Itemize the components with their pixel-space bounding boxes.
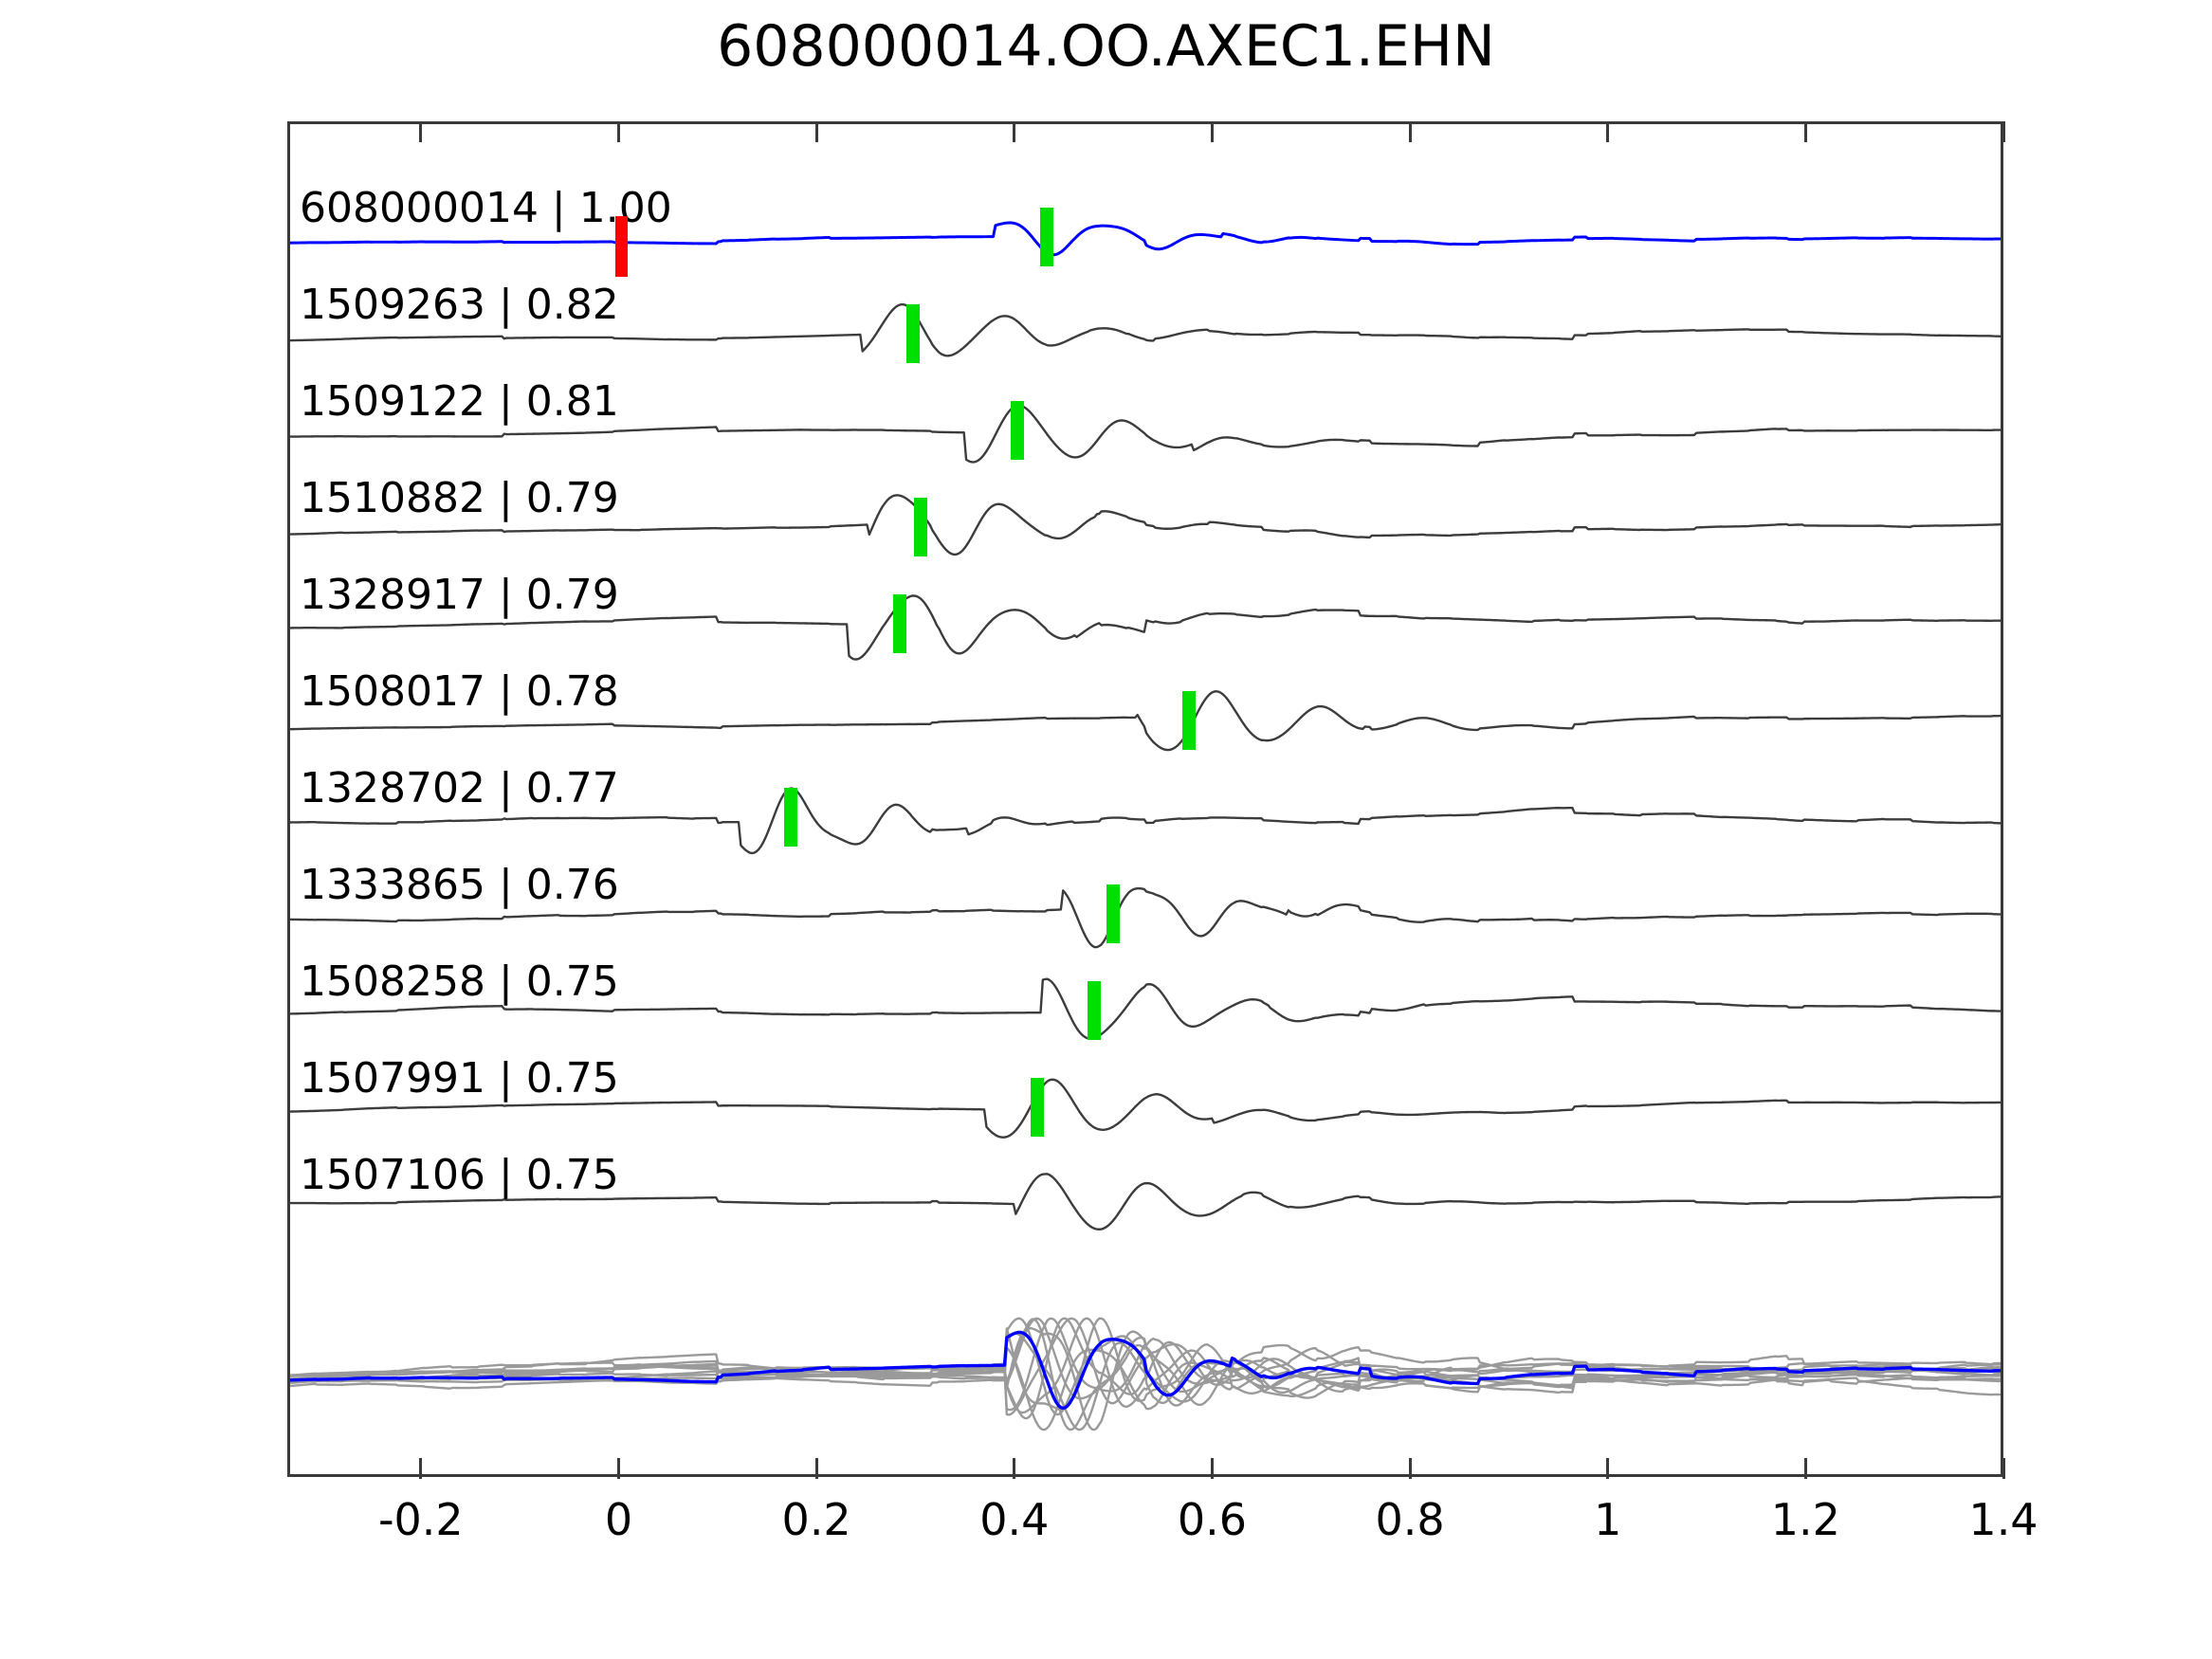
pick-marker-608000014 <box>1040 208 1054 266</box>
stack-trace-gray <box>290 1317 2001 1416</box>
trace-label-1510882: 1510882 | 0.79 <box>300 474 619 522</box>
x-tick-mark-top <box>1210 121 1214 142</box>
trace-label-1328917: 1328917 | 0.79 <box>300 571 619 619</box>
pick-marker-1510882 <box>913 498 927 556</box>
x-tick-mark <box>1606 1458 1610 1479</box>
stack-trace-gray <box>290 1346 2001 1431</box>
x-tick-label: 0.2 <box>781 1494 851 1545</box>
pick-marker-1333865 <box>1106 884 1120 943</box>
x-tick-mark <box>1803 1458 1807 1479</box>
x-tick-mark-top <box>419 121 423 142</box>
x-tick-mark <box>1408 1458 1412 1479</box>
x-tick-mark-top <box>1013 121 1016 142</box>
x-tick-mark <box>1013 1458 1016 1479</box>
trace-label-1507991: 1507991 | 0.75 <box>300 1054 619 1103</box>
x-tick-mark-top <box>1606 121 1610 142</box>
x-tick-mark <box>616 1458 620 1479</box>
waveform-trace <box>290 494 2001 556</box>
plot-area: 608000014 | 1.00 1509263 | 0.82 1509122 | … <box>287 121 2003 1477</box>
x-tick-label: 1 <box>1594 1494 1622 1545</box>
x-tick-label: 0.6 <box>1177 1494 1247 1545</box>
waveform-trace <box>290 302 2001 357</box>
x-tick-mark-top <box>1803 121 1807 142</box>
waveform-trace <box>290 690 2001 752</box>
trace-label-1508258: 1508258 | 0.75 <box>300 957 619 1006</box>
trace-label-1508017: 1508017 | 0.78 <box>300 667 619 716</box>
waveform-trace <box>290 1078 2001 1139</box>
stack-trace-gray <box>290 1318 2001 1431</box>
x-tick-mark-top <box>814 121 818 142</box>
pick-marker-1507991 <box>1030 1078 1044 1137</box>
pick-marker-1509263 <box>906 304 921 363</box>
waveform-trace <box>290 787 2001 855</box>
x-tick-mark <box>1210 1458 1214 1479</box>
trace-label-1509122: 1509122 | 0.81 <box>300 377 619 426</box>
page-title: 608000014.OO.AXEC1.EHN <box>717 13 1495 80</box>
waveform-trace <box>290 594 2001 661</box>
x-tick-label: 0.4 <box>979 1494 1050 1545</box>
x-tick-mark-top <box>1408 121 1412 142</box>
stack-trace-gray <box>290 1317 2001 1412</box>
waveform-trace <box>290 404 2001 464</box>
x-tick-mark <box>2002 1458 2005 1479</box>
origin-time-marker-608000014 <box>614 216 628 277</box>
x-tick-label: 0.8 <box>1375 1494 1445 1545</box>
x-tick-label: 1.2 <box>1770 1494 1840 1545</box>
trace-label-1333865: 1333865 | 0.76 <box>300 861 619 909</box>
waveform-trace <box>290 1173 2001 1231</box>
trace-label-608000014: 608000014 | 1.00 <box>300 184 672 232</box>
x-tick-label: -0.2 <box>377 1494 464 1545</box>
waveform-canvas <box>290 221 2001 1431</box>
waveform-trace <box>290 221 2001 257</box>
trace-label-1509263: 1509263 | 0.82 <box>300 281 619 329</box>
pick-marker-1508017 <box>1182 691 1197 750</box>
x-tick-mark <box>419 1458 423 1479</box>
x-tick-label: 1.4 <box>1968 1494 2038 1545</box>
x-tick-mark-top <box>616 121 620 142</box>
trace-label-1507106: 1507106 | 0.75 <box>300 1151 619 1199</box>
pick-marker-1328917 <box>892 594 906 653</box>
pick-marker-1508258 <box>1088 981 1102 1040</box>
pick-marker-1328702 <box>783 788 797 847</box>
stack-trace-template <box>290 1330 2001 1411</box>
x-tick-mark-top <box>2002 121 2005 142</box>
x-tick-label: 0 <box>604 1494 633 1545</box>
pick-marker-1509122 <box>1010 401 1024 460</box>
x-tick-mark <box>814 1458 818 1479</box>
trace-label-1328702: 1328702 | 0.77 <box>300 764 619 812</box>
waveform-trace <box>290 977 2001 1040</box>
waveform-trace <box>290 886 2001 949</box>
